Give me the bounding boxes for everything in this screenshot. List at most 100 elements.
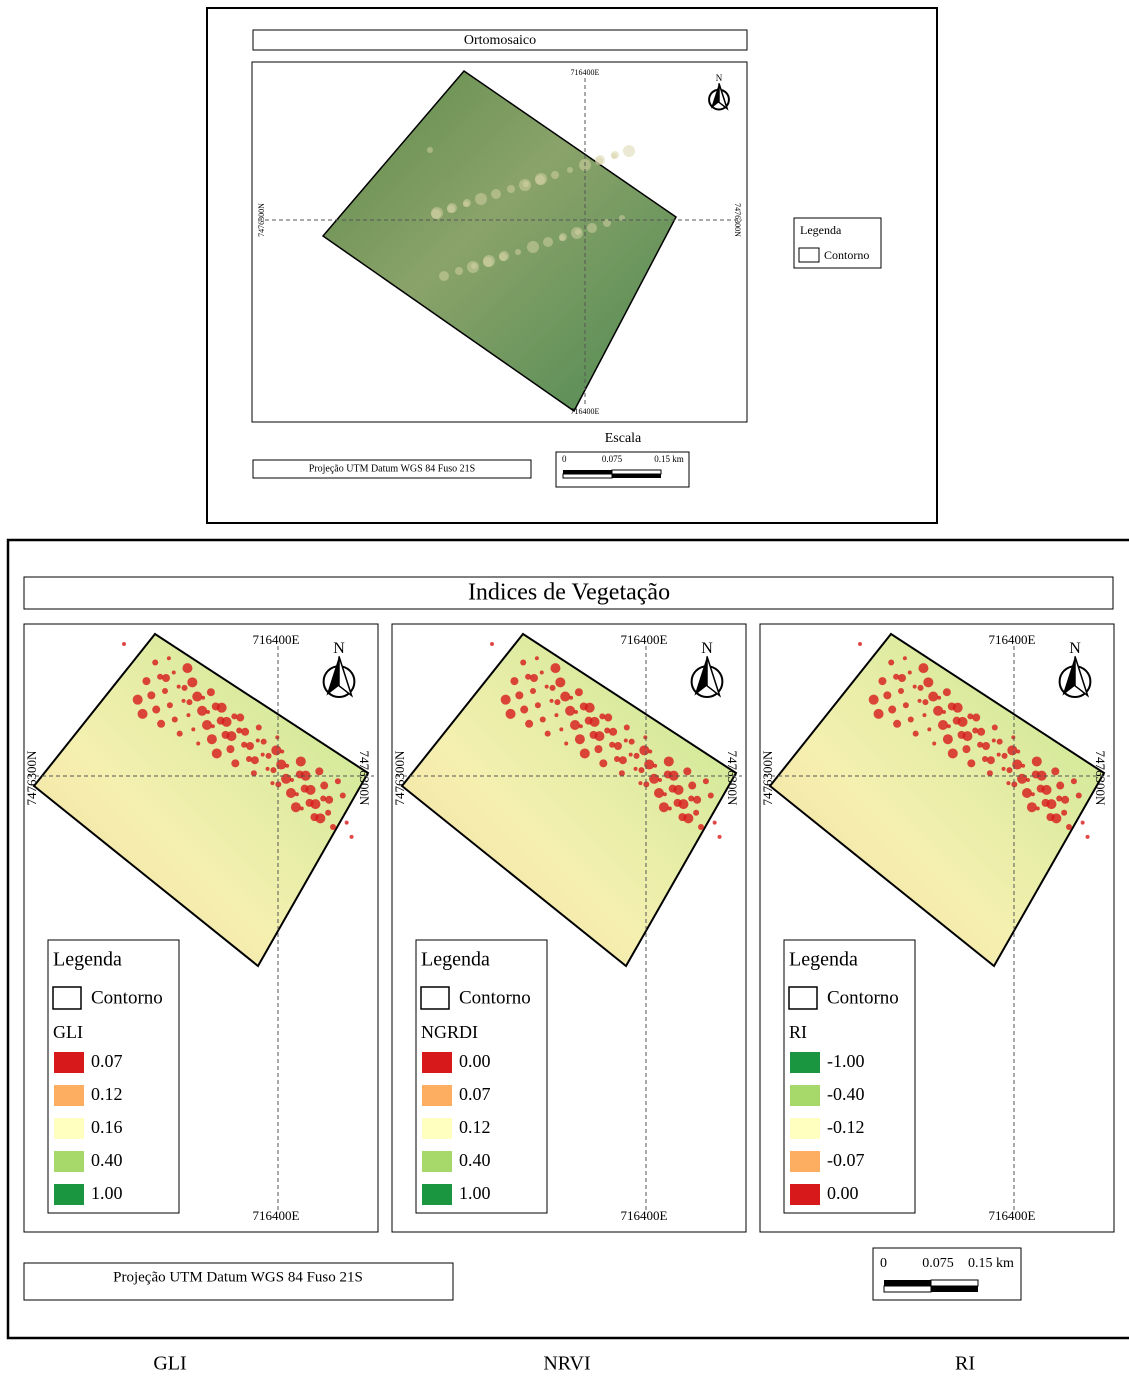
north-label: N	[333, 640, 345, 657]
texture	[683, 813, 693, 823]
texture	[431, 209, 441, 219]
texture	[300, 806, 304, 810]
texture	[574, 710, 578, 714]
texture	[654, 788, 664, 798]
texture	[310, 799, 320, 809]
texture	[182, 685, 188, 691]
legend-swatch	[422, 1052, 452, 1073]
texture	[152, 660, 158, 666]
texture	[306, 785, 316, 795]
scale-segment	[563, 474, 612, 478]
legend-item: 0.00	[459, 1051, 491, 1071]
texture	[688, 782, 696, 790]
texture	[962, 745, 970, 753]
map-title: Indices de Vegetação	[468, 580, 670, 606]
texture	[527, 241, 539, 253]
texture	[296, 756, 306, 766]
texture	[683, 767, 691, 775]
legend-swatch	[790, 1118, 820, 1139]
texture	[345, 821, 349, 825]
texture	[967, 759, 975, 767]
grid-label: 7476300N	[392, 750, 407, 806]
texture	[614, 742, 622, 750]
texture	[624, 738, 628, 742]
north-arrow	[326, 656, 339, 695]
texture	[192, 692, 202, 702]
legend-swatch	[54, 1085, 84, 1106]
texture	[261, 739, 267, 745]
texture	[858, 642, 862, 646]
legend-item: 0.07	[459, 1084, 491, 1104]
north-arrow	[694, 656, 707, 695]
texture	[515, 249, 521, 255]
grid-label: 716400E	[253, 632, 300, 647]
texture	[1006, 781, 1010, 785]
caption: RI	[955, 1353, 975, 1375]
texture	[335, 778, 341, 784]
texture	[167, 656, 171, 660]
grid-label: 7476300N	[257, 203, 266, 237]
north-arrow	[1075, 656, 1088, 695]
legend-item: -0.07	[827, 1150, 865, 1170]
texture	[207, 688, 215, 696]
texture	[575, 734, 585, 744]
texture	[520, 706, 528, 714]
legend-box	[784, 940, 915, 1213]
texture	[510, 677, 518, 685]
legend-swatch	[790, 1052, 820, 1073]
texture	[266, 753, 272, 759]
texture	[519, 179, 531, 191]
texture	[638, 767, 644, 773]
scale-label: 0	[562, 454, 567, 464]
texture	[1061, 810, 1067, 816]
texture	[932, 742, 936, 746]
texture	[953, 703, 963, 713]
texture	[554, 713, 558, 717]
texture	[1076, 792, 1082, 798]
texture	[918, 663, 928, 673]
texture	[918, 685, 924, 691]
legend-subtitle: NGRDI	[421, 1022, 478, 1042]
texture	[595, 157, 603, 165]
texture	[1032, 756, 1042, 766]
texture	[958, 717, 968, 727]
legend-item: 1.00	[459, 1183, 491, 1203]
texture	[172, 716, 178, 722]
legend-item: 0.16	[91, 1117, 123, 1137]
scale-segment	[931, 1286, 978, 1292]
texture	[275, 735, 279, 739]
north-arrow	[707, 656, 720, 695]
texture	[122, 642, 126, 646]
texture	[948, 748, 958, 758]
texture	[922, 699, 928, 705]
texture	[261, 753, 265, 757]
texture	[713, 821, 717, 825]
texture	[186, 713, 190, 717]
texture	[663, 792, 667, 796]
north-arrow	[339, 656, 352, 695]
texture	[162, 688, 168, 694]
scale-label: 0	[880, 1256, 887, 1271]
texture	[559, 235, 565, 241]
scale-label: 0.15 km	[654, 454, 684, 464]
texture	[152, 706, 160, 714]
caption: NRVI	[543, 1353, 590, 1375]
texture	[575, 688, 583, 696]
grid-label: 7476300N	[760, 750, 775, 806]
texture	[162, 674, 170, 682]
projection: Projeção UTM Datum WGS 84 Fuso 21S	[309, 463, 475, 474]
texture	[246, 742, 254, 750]
texture	[501, 695, 511, 705]
texture	[982, 742, 990, 750]
texture	[315, 813, 325, 823]
texture	[535, 702, 541, 708]
north-arrow	[1062, 656, 1075, 695]
texture	[330, 824, 336, 830]
legend-item: Contorno	[459, 987, 531, 1008]
texture	[1051, 767, 1059, 775]
texture	[197, 706, 207, 716]
legend-item: -0.40	[827, 1084, 865, 1104]
texture	[196, 742, 200, 746]
texture	[281, 774, 291, 784]
texture	[580, 748, 590, 758]
